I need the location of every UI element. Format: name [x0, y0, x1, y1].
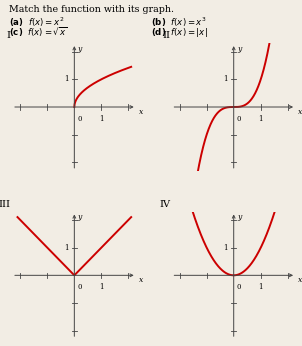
Text: 1: 1: [64, 244, 68, 252]
Text: x: x: [298, 108, 302, 116]
Text: $\mathbf{(c)}$  $f(x)=\sqrt{x}$: $\mathbf{(c)}$ $f(x)=\sqrt{x}$: [9, 26, 68, 39]
Text: 0: 0: [237, 283, 242, 291]
Text: 1: 1: [223, 244, 228, 252]
Text: 1: 1: [99, 115, 104, 123]
Text: $\mathbf{(d)}$  $f(x)=|x|$: $\mathbf{(d)}$ $f(x)=|x|$: [151, 26, 208, 39]
Text: 0: 0: [78, 283, 82, 291]
Text: x: x: [139, 276, 143, 284]
Text: 1: 1: [99, 283, 104, 291]
Text: x: x: [298, 276, 302, 284]
Text: y: y: [237, 213, 241, 221]
Text: y: y: [78, 45, 82, 53]
Text: $\mathbf{(b)}$  $f(x)=x^3$: $\mathbf{(b)}$ $f(x)=x^3$: [151, 16, 207, 29]
Text: y: y: [237, 45, 241, 53]
Text: 0: 0: [78, 115, 82, 123]
Text: x: x: [139, 108, 143, 116]
Text: 1: 1: [259, 283, 263, 291]
Text: 1: 1: [223, 75, 228, 83]
Text: 1: 1: [64, 75, 68, 83]
Text: I: I: [7, 31, 11, 40]
Text: $\mathbf{(a)}$  $f(x)=x^2$: $\mathbf{(a)}$ $f(x)=x^2$: [9, 16, 65, 29]
Text: III: III: [0, 200, 11, 209]
Text: 1: 1: [259, 115, 263, 123]
Text: IV: IV: [159, 200, 170, 209]
Text: y: y: [78, 213, 82, 221]
Text: 0: 0: [237, 115, 242, 123]
Text: Match the function with its graph.: Match the function with its graph.: [9, 5, 174, 14]
Text: II: II: [162, 31, 170, 40]
